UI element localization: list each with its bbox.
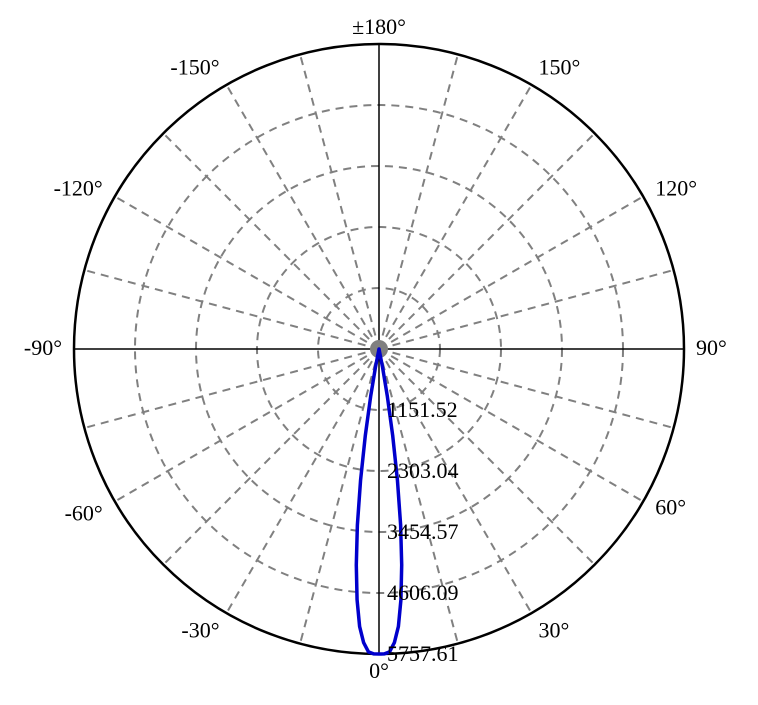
radial-label: 1151.52 — [387, 397, 458, 422]
angle-label: 0° — [369, 658, 389, 683]
radial-label: 5757.61 — [387, 641, 459, 666]
angle-label: -60° — [65, 501, 103, 526]
angle-label: -120° — [54, 176, 103, 201]
angle-label: 90° — [696, 335, 727, 360]
radial-label: 3454.57 — [387, 519, 459, 544]
angle-label: ±180° — [352, 14, 406, 39]
radial-label: 4606.09 — [387, 580, 459, 605]
angle-label: 150° — [539, 55, 581, 80]
angle-label: -150° — [170, 55, 219, 80]
angle-label: 60° — [655, 495, 686, 520]
radial-label: 2303.04 — [387, 458, 459, 483]
angle-label: -90° — [24, 335, 62, 360]
angle-label: 30° — [539, 617, 570, 642]
angle-label: 120° — [655, 176, 697, 201]
polar-chart: ±180° 150° 120° 90° 60° 30° 0° -150° -120° -90° -6… — [0, 0, 758, 705]
angle-label: -30° — [181, 617, 219, 642]
